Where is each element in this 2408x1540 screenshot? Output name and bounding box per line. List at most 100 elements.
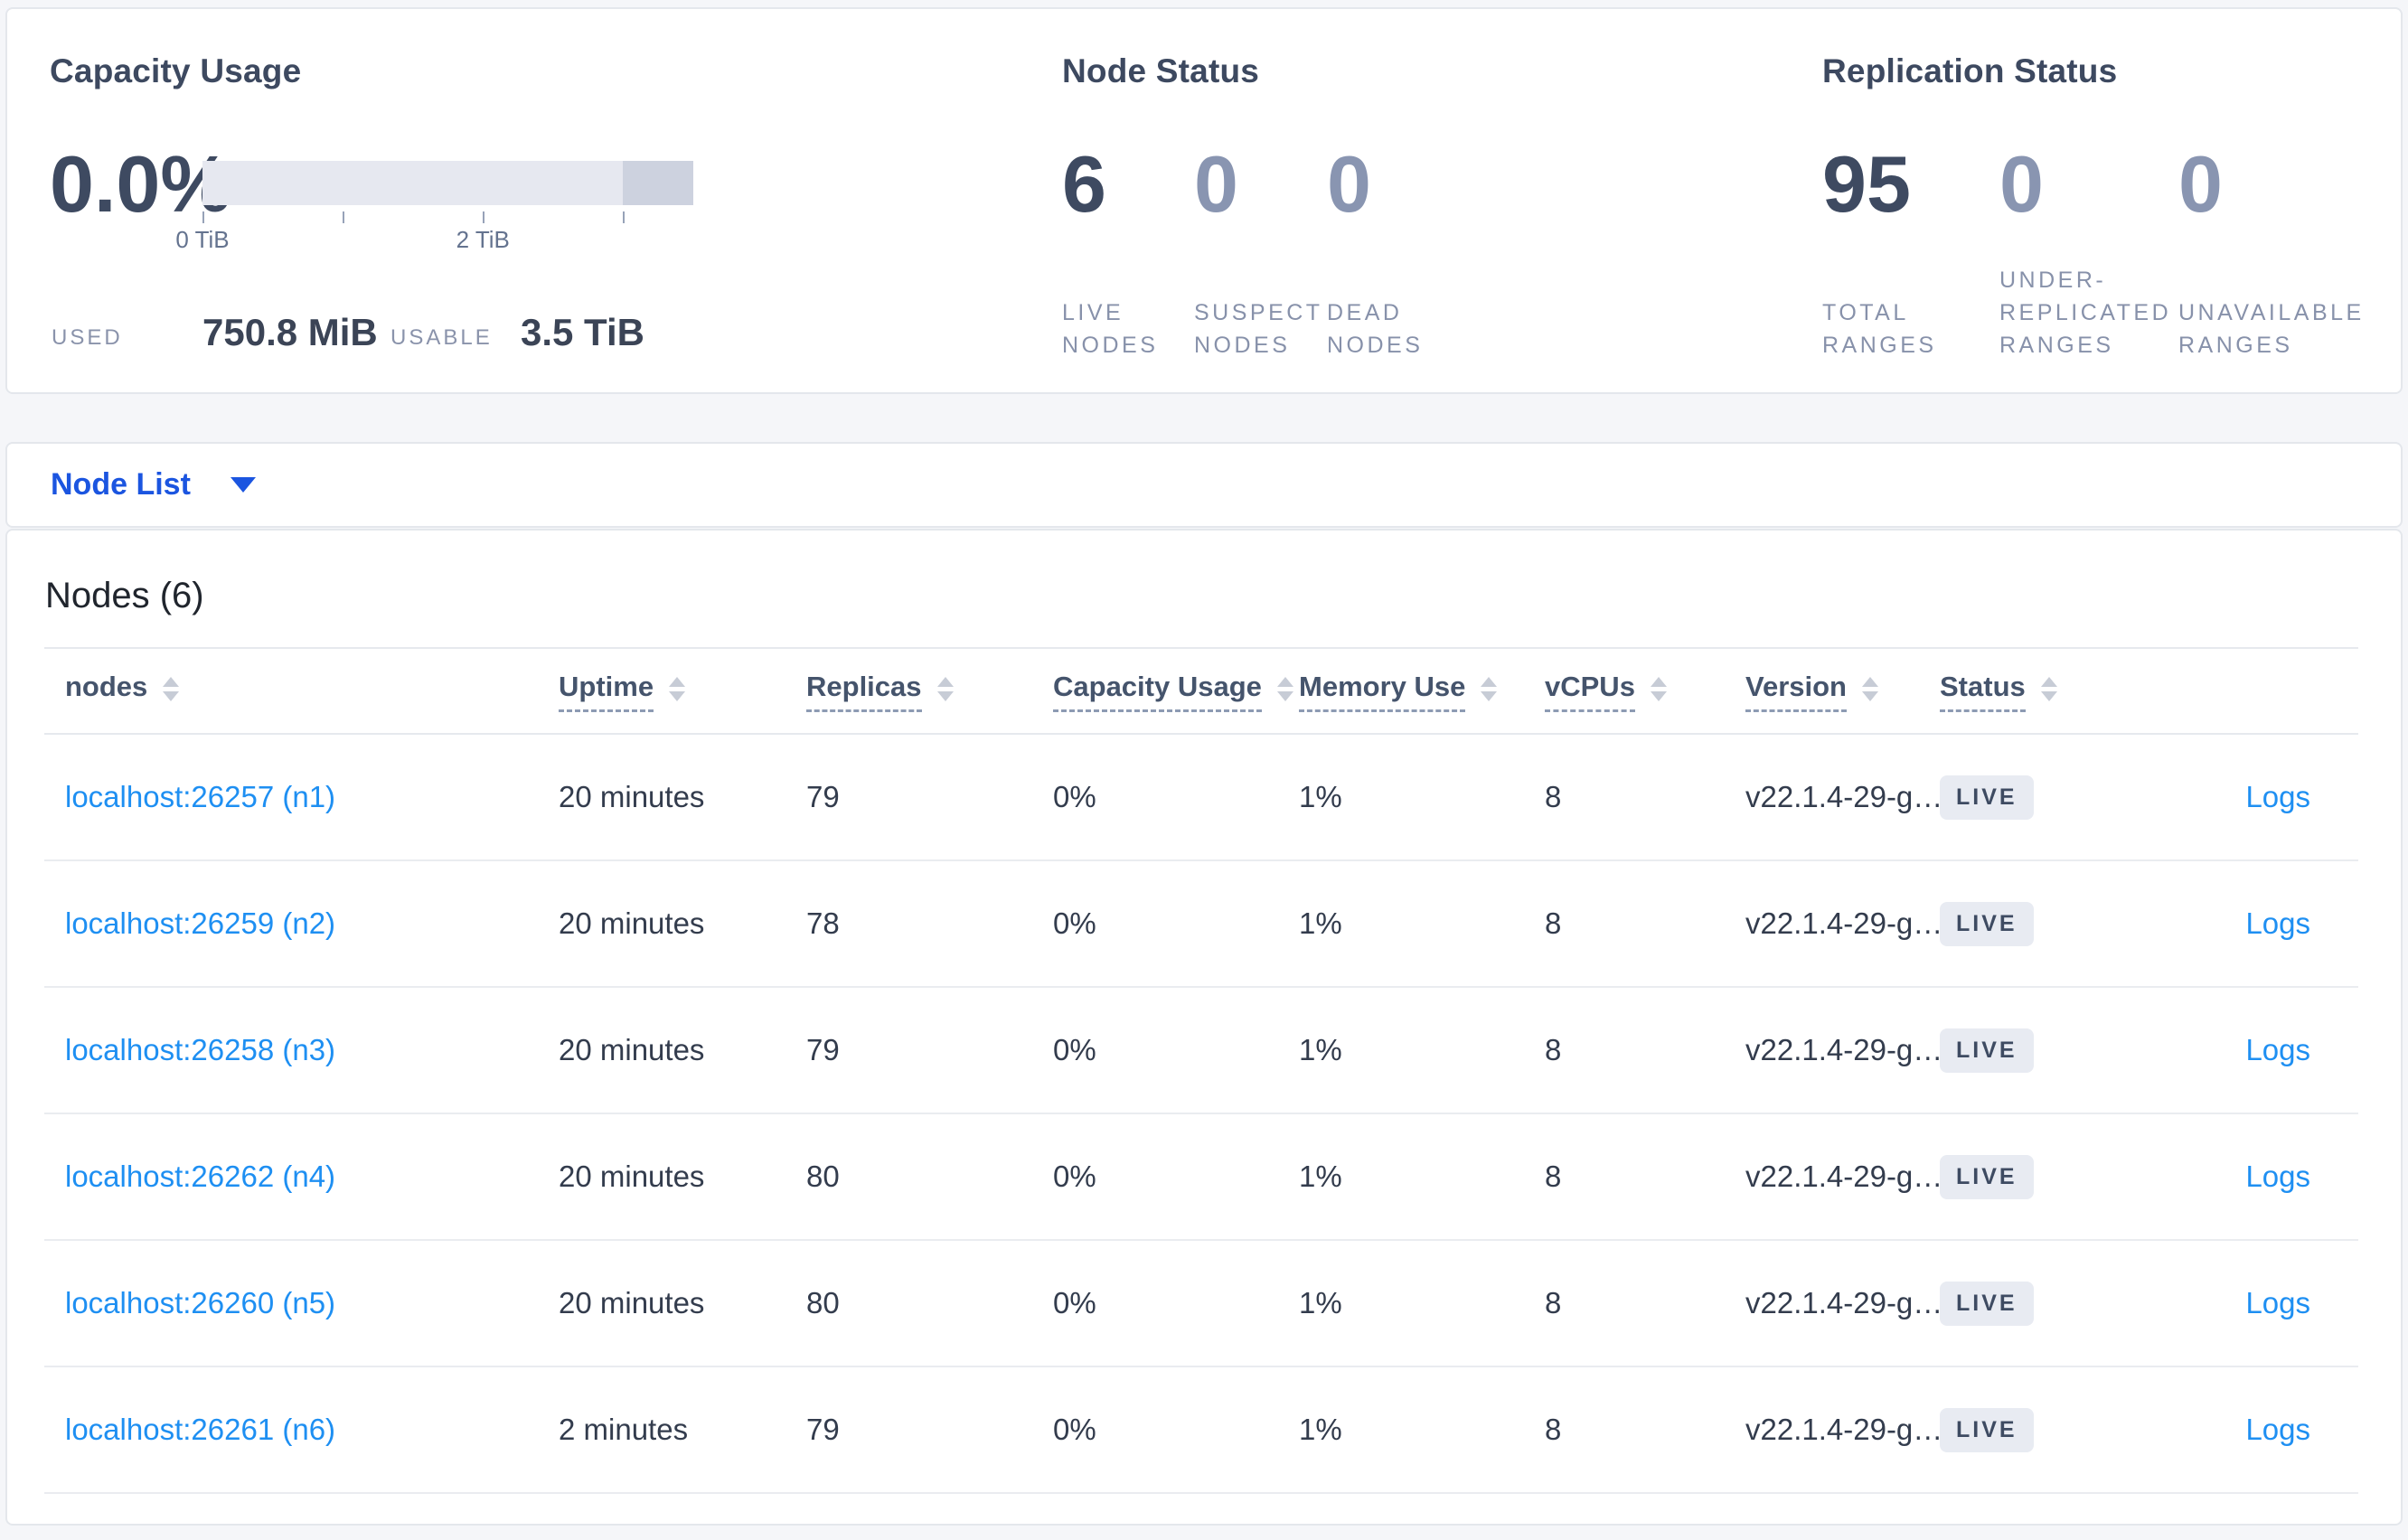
logs-link[interactable]: Logs: [2245, 1413, 2310, 1446]
stat-value: 0: [1999, 139, 2044, 229]
capacity-bar-axis: 0 TiB 2 TiB: [175, 211, 693, 266]
node-link[interactable]: localhost:26259 (n2): [65, 906, 336, 940]
replicas-cell: 79: [806, 780, 840, 813]
node-link[interactable]: localhost:26261 (n6): [65, 1413, 336, 1446]
table-row: localhost:26259 (n2) 20 minutes 78 0% 1% 8 v22…: [44, 861, 2358, 988]
node-link[interactable]: localhost:26260 (n5): [65, 1286, 336, 1319]
replicas-cell: 80: [806, 1286, 840, 1319]
summary-stat: 6 LIVE NODES: [1062, 139, 1155, 362]
uptime-cell: 20 minutes: [559, 1286, 705, 1319]
version-cell: v22.1.4-29-g…: [1745, 780, 1943, 813]
column-header-label: vCPUs: [1545, 671, 1635, 712]
stat-value: 6: [1062, 139, 1106, 229]
replication-status-title: Replication Status: [1822, 52, 2118, 89]
node-status-title: Node Status: [1062, 52, 1260, 89]
version-cell: v22.1.4-29-g…: [1745, 906, 1943, 940]
nodes-table: nodes Uptime Replicas Capacity Usage Memory …: [44, 647, 2358, 1494]
logs-link[interactable]: Logs: [2245, 1160, 2310, 1193]
stat-value: 0: [1327, 139, 1371, 229]
column-header-version[interactable]: Version: [1745, 649, 1878, 733]
sort-icon: [1650, 677, 1667, 701]
logs-link[interactable]: Logs: [2245, 906, 2310, 940]
nodes-table-body: localhost:26257 (n1) 20 minutes 79 0% 1% 8 v22…: [44, 735, 2358, 1494]
summary-stat: 0 DEAD NODES: [1327, 139, 1420, 362]
column-header-status[interactable]: Status: [1940, 649, 2057, 733]
view-selector-card: Node List: [5, 442, 2403, 528]
vcpus-cell: 8: [1545, 1033, 1562, 1066]
sort-icon: [163, 677, 180, 701]
sort-icon: [936, 677, 954, 701]
status-badge: LIVE: [1940, 1154, 2034, 1199]
sort-icon: [1862, 677, 1878, 701]
vcpus-cell: 8: [1545, 780, 1562, 813]
column-header-label: Status: [1940, 671, 2026, 712]
column-header-node[interactable]: nodes: [65, 649, 180, 733]
stat-label: UNDER- REPLICATED RANGES: [1999, 268, 2172, 358]
table-row: localhost:26262 (n4) 20 minutes 80 0% 1% 8 v22…: [44, 1114, 2358, 1241]
nodes-section-heading: Nodes (6): [45, 576, 204, 615]
status-badge: LIVE: [1940, 1407, 2034, 1452]
vcpus-cell: 8: [1545, 1413, 1562, 1446]
memory-cell: 1%: [1299, 1286, 1342, 1319]
capacity-cell: 0%: [1053, 1033, 1096, 1066]
capacity-usage-percent: 0.0%: [50, 139, 231, 229]
used-label: USED: [52, 325, 123, 350]
logs-link[interactable]: Logs: [2245, 1286, 2310, 1319]
replication-status-stats: 95 TOTAL RANGES 0 UNDER- REPLICATED RANGES 0 UNA…: [7, 145, 2401, 362]
stat-value: 0: [1194, 139, 1238, 229]
table-row: localhost:26261 (n6) 2 minutes 79 0% 1% 8 v22.…: [44, 1367, 2358, 1494]
vcpus-cell: 8: [1545, 1286, 1562, 1319]
memory-cell: 1%: [1299, 1160, 1342, 1193]
node-link[interactable]: localhost:26262 (n4): [65, 1160, 336, 1193]
vcpus-cell: 8: [1545, 1160, 1562, 1193]
column-header-uptime[interactable]: Uptime: [559, 649, 686, 733]
table-row: localhost:26258 (n3) 20 minutes 79 0% 1% 8 v22…: [44, 988, 2358, 1114]
version-cell: v22.1.4-29-g…: [1745, 1033, 1943, 1066]
replicas-cell: 80: [806, 1160, 840, 1193]
uptime-cell: 20 minutes: [559, 780, 705, 813]
column-header-capacity[interactable]: Capacity Usage: [1053, 649, 1293, 733]
summary-stat: 0 UNAVAILABLE RANGES: [2178, 139, 2361, 362]
usable-label: USABLE: [390, 325, 493, 350]
column-header-vcpus[interactable]: vCPUs: [1545, 649, 1667, 733]
replicas-cell: 78: [806, 906, 840, 940]
stat-value: 0: [2178, 139, 2223, 229]
version-cell: v22.1.4-29-g…: [1745, 1160, 1943, 1193]
axis-tick-label: 2 TiB: [456, 226, 510, 253]
logs-link[interactable]: Logs: [2245, 780, 2310, 813]
nodes-table-header-row: nodes Uptime Replicas Capacity Usage Memory …: [44, 647, 2358, 735]
capacity-cell: 0%: [1053, 780, 1096, 813]
axis-tick: [623, 211, 626, 223]
node-list-dropdown[interactable]: Node List: [51, 444, 256, 526]
column-header-label: Uptime: [559, 671, 654, 712]
column-header-label: Capacity Usage: [1053, 671, 1262, 712]
memory-cell: 1%: [1299, 780, 1342, 813]
column-header-label: Version: [1745, 671, 1847, 712]
summary-stat: 95 TOTAL RANGES: [1822, 145, 1933, 362]
capacity-bar-dark-segment: [623, 161, 693, 205]
version-cell: v22.1.4-29-g…: [1745, 1286, 1943, 1319]
summary-stat: 0 SUSPECT NODES: [1194, 139, 1320, 362]
column-header-replicas[interactable]: Replicas: [806, 649, 954, 733]
table-row: localhost:26257 (n1) 20 minutes 79 0% 1% 8 v22…: [44, 735, 2358, 861]
column-header-memory[interactable]: Memory Use: [1299, 649, 1498, 733]
axis-tick-label: 0 TiB: [175, 226, 230, 253]
memory-cell: 1%: [1299, 1413, 1342, 1446]
capacity-used-row: USED 750.8 MiB USABLE 3.5 TiB: [7, 311, 730, 358]
node-link[interactable]: localhost:26258 (n3): [65, 1033, 336, 1066]
status-badge: LIVE: [1940, 1028, 2034, 1073]
capacity-usage-title: Capacity Usage: [50, 52, 302, 89]
column-header-label: Memory Use: [1299, 671, 1466, 712]
version-cell: v22.1.4-29-g…: [1745, 1413, 1943, 1446]
sort-icon: [2040, 677, 2057, 701]
node-link[interactable]: localhost:26257 (n1): [65, 780, 336, 813]
node-status-stats: 6 LIVE NODES 0 SUSPECT NODES 0 DEAD NODES: [7, 145, 2401, 362]
summary-stat: 0 UNDER- REPLICATED RANGES: [1999, 139, 2168, 362]
stat-label: SUSPECT NODES: [1194, 300, 1323, 358]
logs-link[interactable]: Logs: [2245, 1033, 2310, 1066]
capacity-cell: 0%: [1053, 1286, 1096, 1319]
axis-tick: [483, 211, 485, 223]
axis-tick: [202, 211, 204, 223]
sort-icon: [669, 677, 686, 701]
capacity-cell: 0%: [1053, 906, 1096, 940]
